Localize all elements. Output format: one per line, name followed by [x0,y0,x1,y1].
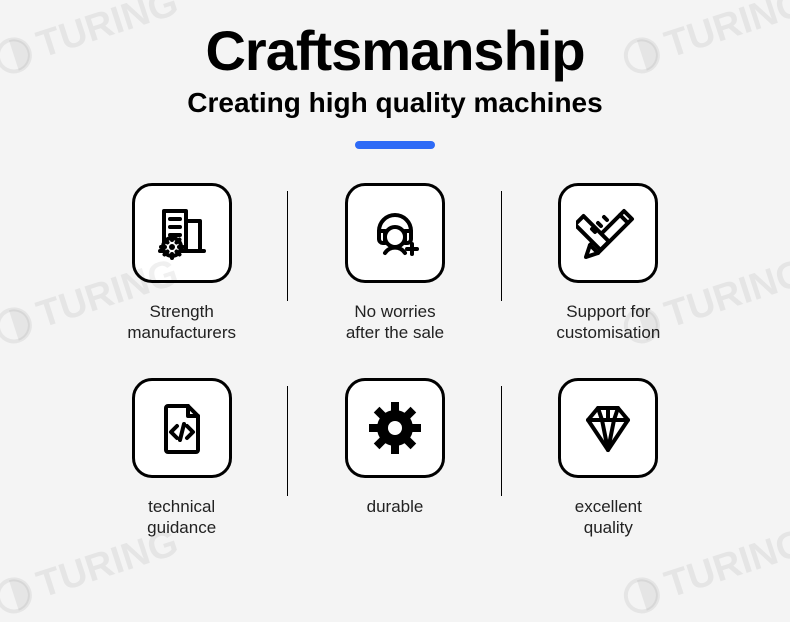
feature-label: No worries after the sale [346,301,444,344]
headset-plus-icon [345,183,445,283]
feature-label: Support for customisation [556,301,660,344]
feature-grid: Strength manufacturers No worries after … [75,183,715,538]
feature-item: durable [288,378,501,539]
accent-bar [355,141,435,149]
feature-item: Strength manufacturers [75,183,288,344]
code-doc-icon [132,378,232,478]
feature-label: excellent quality [575,496,642,539]
feature-label: Strength manufacturers [127,301,236,344]
feature-item: Support for customisation [502,183,715,344]
feature-label: technical guidance [147,496,216,539]
diamond-icon [558,378,658,478]
page-title: Craftsmanship [0,18,790,83]
feature-item: technical guidance [75,378,288,539]
feature-item: No worries after the sale [288,183,501,344]
gear-icon [345,378,445,478]
feature-label: durable [367,496,424,517]
pencil-ruler-icon [558,183,658,283]
factory-gear-icon [132,183,232,283]
page-subtitle: Creating high quality machines [0,87,790,119]
feature-item: excellent quality [502,378,715,539]
